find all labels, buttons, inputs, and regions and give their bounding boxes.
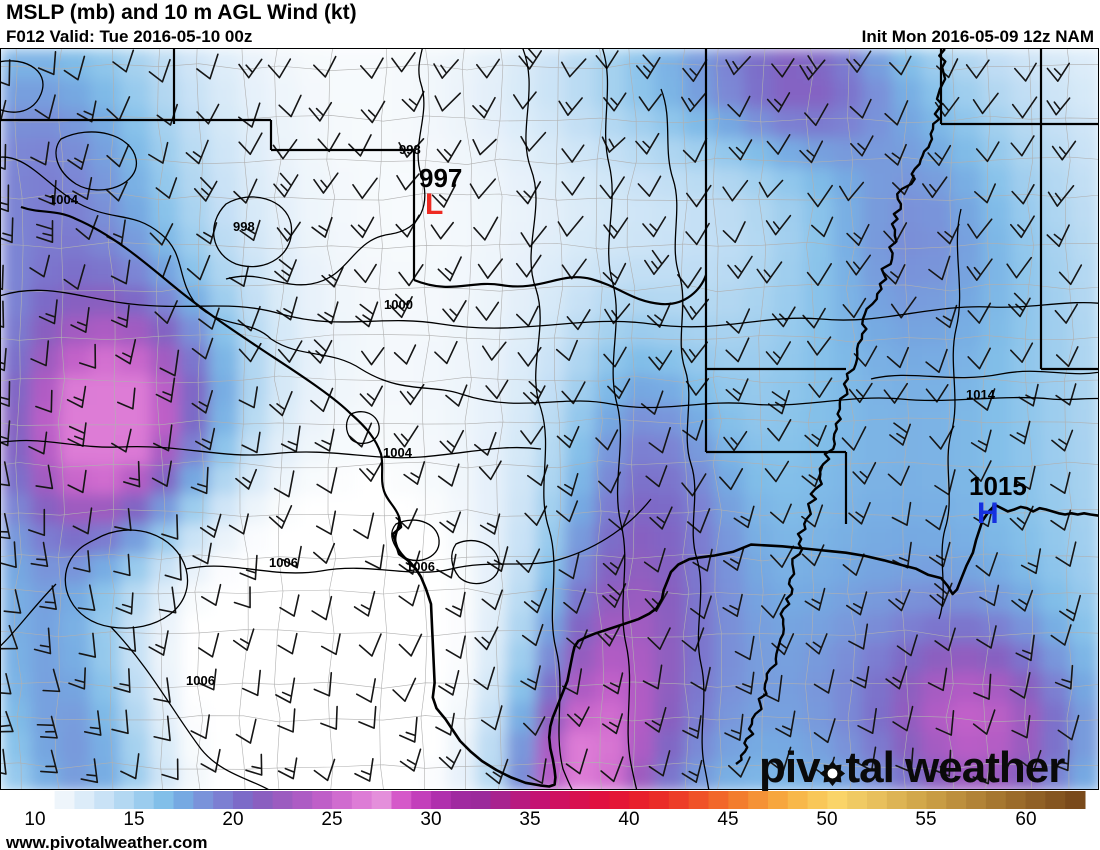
svg-text:1014: 1014 — [966, 387, 996, 402]
svg-text:1006: 1006 — [186, 673, 215, 688]
svg-text:998: 998 — [399, 142, 421, 157]
svg-text:1000: 1000 — [384, 297, 413, 312]
svg-text:L: L — [425, 188, 443, 221]
svg-text:H: H — [977, 497, 999, 530]
svg-text:1004: 1004 — [49, 192, 79, 207]
svg-text:1004: 1004 — [383, 445, 413, 460]
svg-text:1006: 1006 — [269, 555, 298, 570]
svg-text:1006: 1006 — [406, 559, 435, 574]
svg-text:998: 998 — [233, 219, 255, 234]
